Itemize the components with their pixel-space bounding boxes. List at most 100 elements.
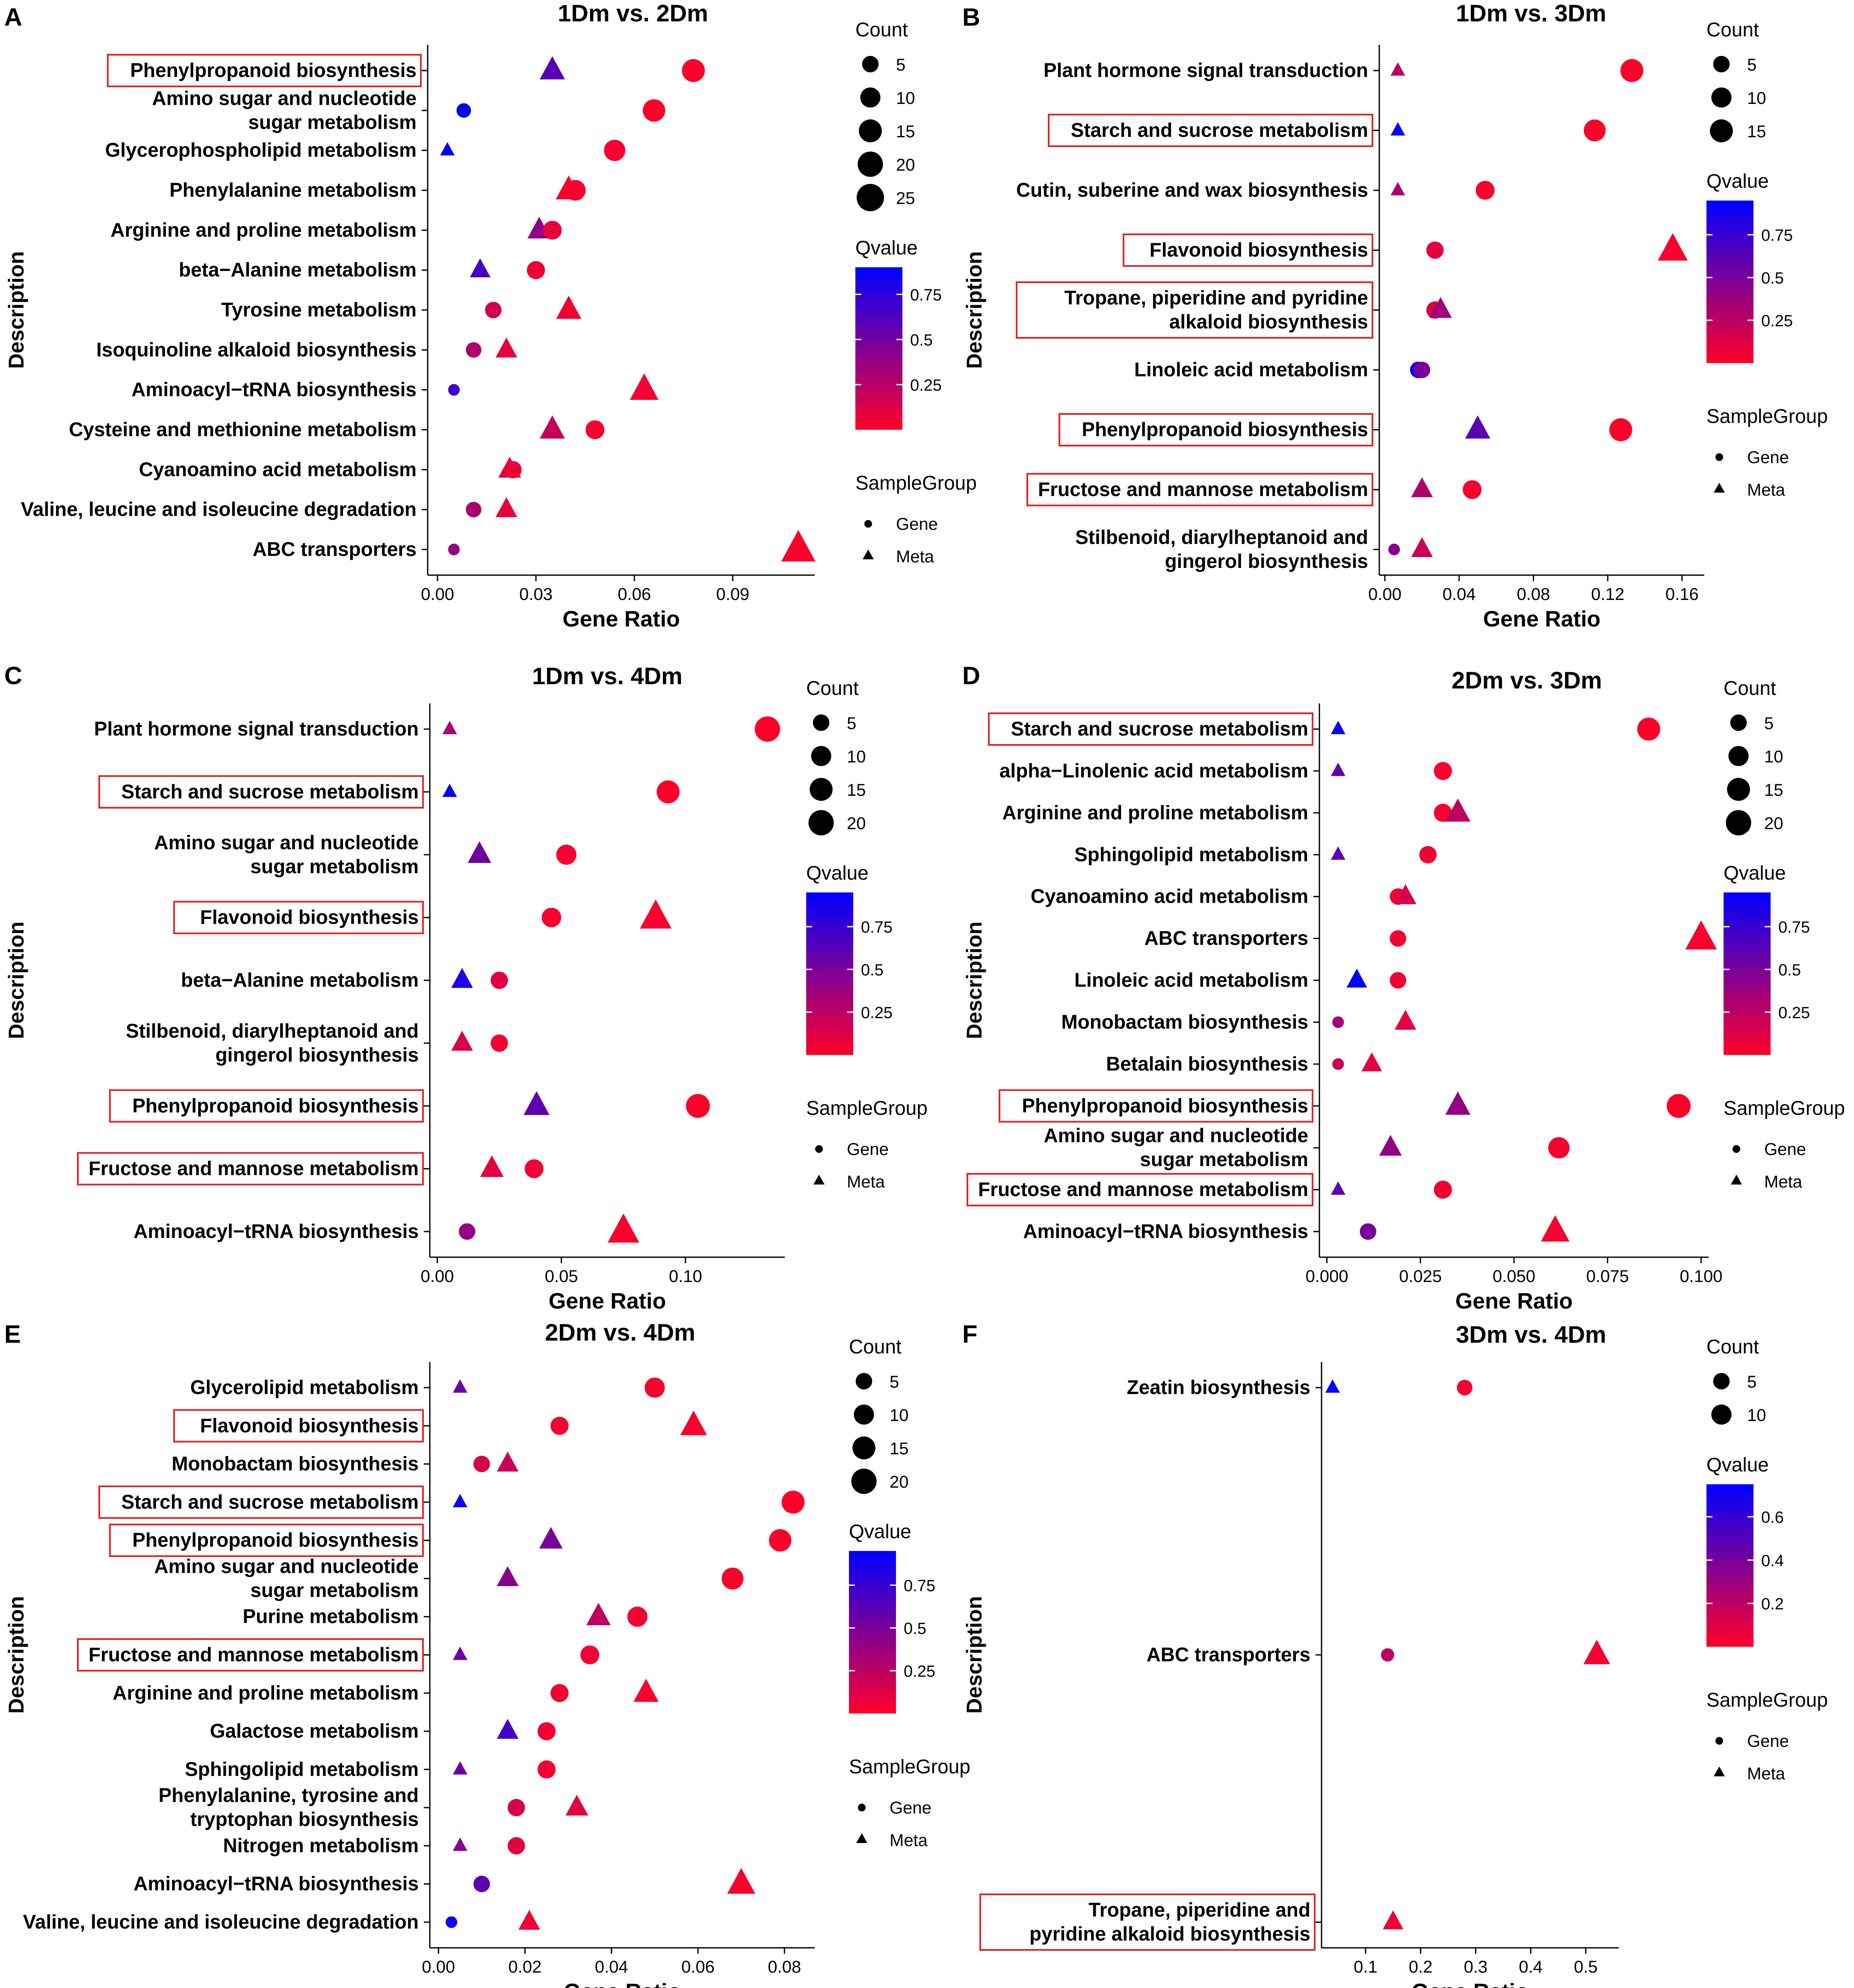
category-label: Plant hormone signal transduction	[94, 718, 419, 740]
point-meta	[467, 841, 491, 863]
colorbar-label: 0.2	[1761, 1595, 1784, 1613]
point-meta	[680, 1410, 707, 1436]
category-label: ABC transporters	[253, 538, 417, 560]
point-gene	[754, 716, 780, 742]
colorbar-label: 0.5	[861, 961, 884, 979]
highlight-box	[1016, 281, 1373, 339]
panel-title: 1Dm vs. 4Dm	[532, 662, 683, 689]
legend-gene-marker	[858, 1804, 866, 1811]
point-meta	[1445, 1091, 1471, 1115]
legend-gene-label: Gene	[890, 1799, 931, 1817]
category-label: Amino sugar and nucleotide	[152, 87, 417, 109]
highlight-box	[77, 1152, 424, 1186]
highlight-box	[77, 1638, 424, 1672]
point-gene	[556, 845, 577, 865]
category-label: Zeatin biosynthesis	[1127, 1376, 1310, 1398]
colorbar-label: 0.4	[1761, 1552, 1784, 1570]
category-label: Phenylpropanoid biosynthesis	[132, 1094, 419, 1117]
legend-size-dot	[808, 810, 834, 836]
category-label: gingerol biosynthesis	[216, 1043, 419, 1066]
category-label: Tropane, piperidine and pyridine	[1064, 287, 1368, 309]
legend-qvalue-title: Qvalue	[1706, 1453, 1769, 1476]
legend-meta-marker	[863, 549, 874, 559]
point-meta	[495, 497, 517, 517]
category-label: Monobactam biosynthesis	[1061, 1010, 1308, 1033]
legend-size-dot	[858, 151, 883, 177]
x-axis-title: Gene Ratio	[1455, 1289, 1573, 1314]
point-gene	[1332, 1058, 1344, 1070]
point-gene	[456, 103, 471, 118]
x-tick-label: 0.04	[595, 1958, 628, 1976]
legend-qvalue-title: Qvalue	[806, 862, 869, 884]
point-meta	[633, 1678, 659, 1702]
highlight-box	[967, 1173, 1313, 1207]
point-meta	[480, 1155, 504, 1177]
point-meta	[607, 1213, 639, 1243]
point-gene	[1419, 846, 1437, 864]
point-meta	[540, 415, 565, 439]
point-gene	[627, 1607, 648, 1627]
point-meta	[518, 1910, 540, 1930]
category-label: Linoleic acid metabolism	[1134, 358, 1368, 381]
legend-gene-label: Gene	[896, 515, 938, 534]
legend-size-dot	[813, 714, 830, 731]
point-meta	[452, 1761, 467, 1775]
legend-size-dot	[811, 746, 831, 766]
category-label: Linoleic acid metabolism	[1074, 969, 1308, 991]
category-label: Flavonoid biosynthesis	[200, 1414, 419, 1436]
point-gene	[1390, 930, 1407, 947]
x-tick-label: 0.02	[509, 1958, 542, 1976]
panel-b: B 1Dm vs. 3Dm Description Plant hormone sig…	[962, 0, 1828, 632]
category-label: Stilbenoid, diarylheptanoid and	[1075, 526, 1368, 548]
point-meta	[1583, 1639, 1610, 1664]
point-meta	[586, 1603, 611, 1625]
point-meta	[1658, 233, 1688, 261]
category-label: Cutin, suberine and wax biosynthesis	[1016, 179, 1368, 201]
legend-gene-marker	[1715, 453, 1723, 461]
category-label: Galactose metabolism	[210, 1720, 419, 1742]
highlight-box	[979, 1893, 1316, 1951]
point-gene	[541, 907, 562, 928]
category-label: Arginine and proline metabolism	[1002, 801, 1308, 824]
point-meta	[1331, 846, 1345, 860]
x-tick-label: 0.00	[421, 585, 454, 604]
point-gene	[721, 1567, 744, 1590]
category-label: Amino sugar and nucleotide	[154, 831, 419, 854]
colorbar-label: 0.25	[904, 1663, 935, 1681]
legend-count-title: Count	[1706, 1335, 1759, 1358]
point-meta	[442, 721, 457, 734]
x-axis-title: Gene Ratio	[564, 1979, 681, 1988]
legend-size-dot	[860, 87, 881, 108]
point-gene	[1457, 1379, 1473, 1396]
point-meta	[1346, 968, 1367, 988]
point-gene	[1476, 180, 1495, 200]
legend-size-dot	[855, 1373, 872, 1390]
legend-size-label: 15	[1764, 781, 1783, 800]
point-meta	[727, 1868, 755, 1894]
legend-gene-label: Gene	[1747, 1732, 1789, 1751]
colorbar-label: 0.75	[910, 286, 942, 304]
category-label: tryptophan biosynthesis	[190, 1808, 419, 1830]
highlight-box	[173, 901, 424, 934]
colorbar-label: 0.75	[904, 1577, 935, 1595]
point-meta	[565, 1794, 588, 1816]
legend-gene-marker	[815, 1145, 823, 1153]
category-label: Tyrosine metabolism	[221, 298, 417, 321]
point-gene	[1584, 119, 1606, 142]
category-label: Cyanoamino acid metabolism	[139, 458, 417, 480]
point-gene	[604, 139, 626, 161]
legend-count-title: Count	[855, 18, 908, 41]
legend-size-label: 10	[847, 747, 866, 766]
point-gene	[1426, 241, 1444, 259]
legend-count-title: Count	[806, 677, 859, 699]
point-gene	[565, 180, 586, 201]
qvalue-colorbar	[849, 1551, 896, 1713]
legend-meta-label: Meta	[1764, 1173, 1803, 1191]
legend-size-label: 5	[1764, 714, 1774, 733]
legend-size-label: 5	[890, 1373, 899, 1391]
point-gene	[682, 59, 705, 82]
point-meta	[452, 1379, 467, 1393]
legend-size-label: 25	[896, 189, 915, 208]
point-gene	[491, 1034, 508, 1052]
highlight-box	[98, 1485, 424, 1519]
